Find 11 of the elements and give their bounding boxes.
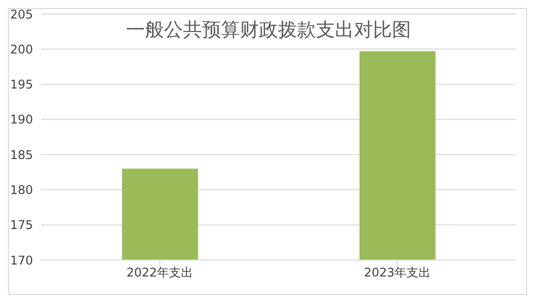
x-tick-label: 2022年支出 [126,266,194,280]
y-tick-label: 205 [10,7,33,22]
y-tick-label: 190 [10,112,33,127]
chart-title: 一般公共预算财政拨款支出对比图 [126,19,411,41]
x-tick-label: 2023年支出 [364,266,431,280]
y-tick-label: 180 [10,182,33,197]
y-tick-label: 185 [10,148,33,162]
y-tick-label: 170 [10,253,33,268]
y-tick-label: 175 [10,218,33,232]
y-tick-label: 200 [10,42,33,56]
y-tick-label: 195 [10,78,33,92]
